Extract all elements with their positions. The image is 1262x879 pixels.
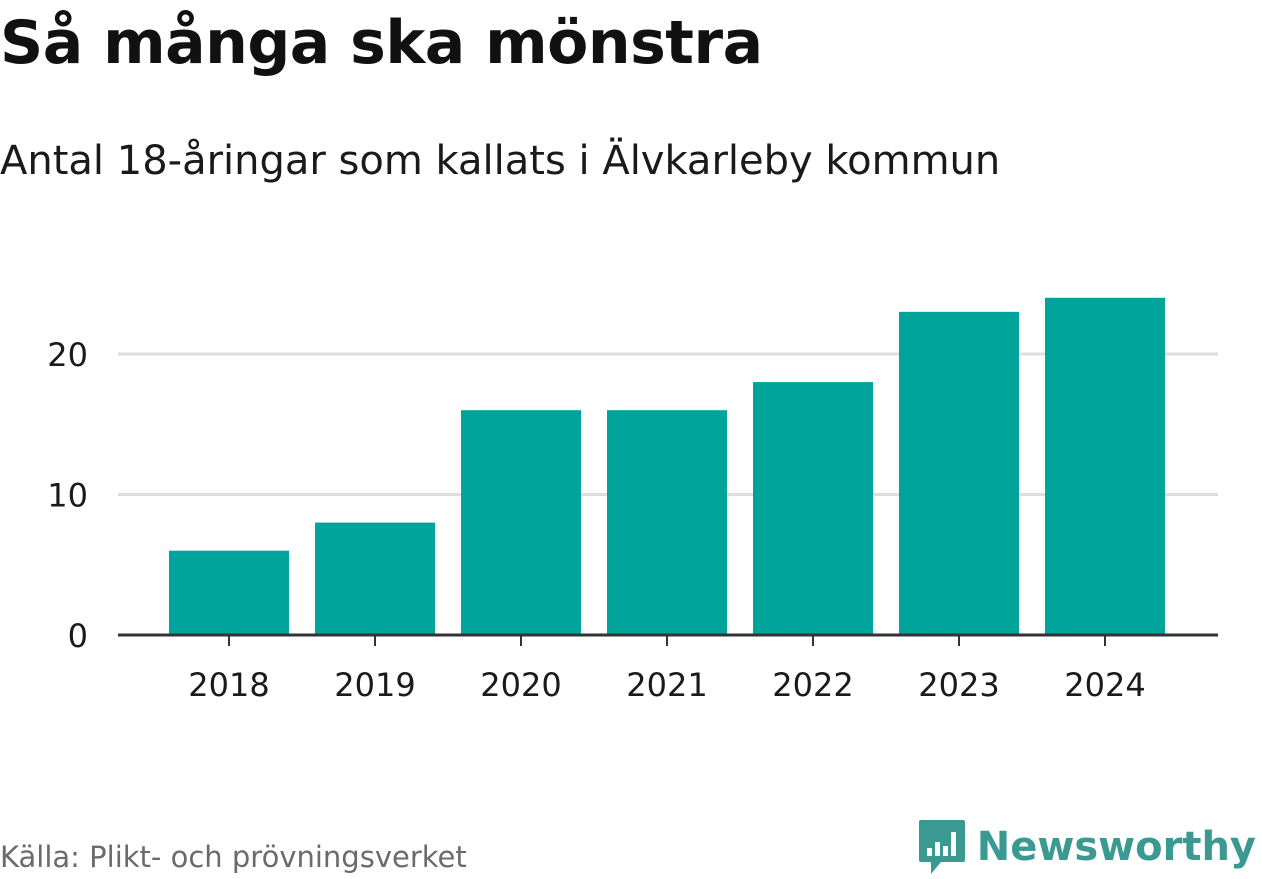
x-tick-label: 2021 xyxy=(626,666,707,704)
axes: 0 10 20 2018 2019 2020 2021 2022 2023 2024 xyxy=(47,336,1218,704)
bar-2022 xyxy=(753,382,873,635)
bar-2024 xyxy=(1045,297,1165,635)
x-tick-label: 2018 xyxy=(188,666,269,704)
bar-2023 xyxy=(899,311,1019,635)
x-tick-label: 2024 xyxy=(1064,666,1145,704)
bar-2021 xyxy=(607,410,727,635)
bars xyxy=(169,297,1165,635)
x-tick-label: 2023 xyxy=(918,666,999,704)
bar-2020 xyxy=(461,410,581,635)
bar-2019 xyxy=(315,522,435,635)
x-tick-label: 2019 xyxy=(334,666,415,704)
x-tick-label: 2022 xyxy=(772,666,853,704)
chart-title: Så många ska mönstra xyxy=(0,8,763,78)
brand-name: Newsworthy xyxy=(976,824,1256,870)
y-tick-label: 20 xyxy=(47,336,88,374)
bar-2018 xyxy=(169,550,289,635)
source-note: Källa: Plikt- och prövningsverket xyxy=(0,840,467,874)
y-tick-label: 10 xyxy=(47,477,88,515)
newsworthy-logo-icon xyxy=(918,820,965,874)
brand-logo: Newsworthy xyxy=(917,818,1256,876)
y-tick-label: 0 xyxy=(68,617,88,655)
chart-subtitle: Antal 18-åringar som kallats i Älvkarleb… xyxy=(0,138,1001,184)
x-tick-label: 2020 xyxy=(480,666,561,704)
